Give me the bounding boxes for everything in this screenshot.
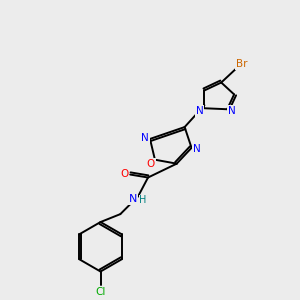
- Text: Br: Br: [236, 59, 248, 69]
- Text: N: N: [141, 133, 149, 143]
- Text: N: N: [228, 106, 236, 116]
- Text: N: N: [196, 106, 203, 116]
- Text: N: N: [193, 144, 200, 154]
- Text: O: O: [147, 159, 155, 169]
- Text: Cl: Cl: [95, 287, 106, 297]
- Text: H: H: [140, 195, 147, 205]
- Text: O: O: [120, 169, 128, 178]
- Text: N: N: [129, 194, 137, 204]
